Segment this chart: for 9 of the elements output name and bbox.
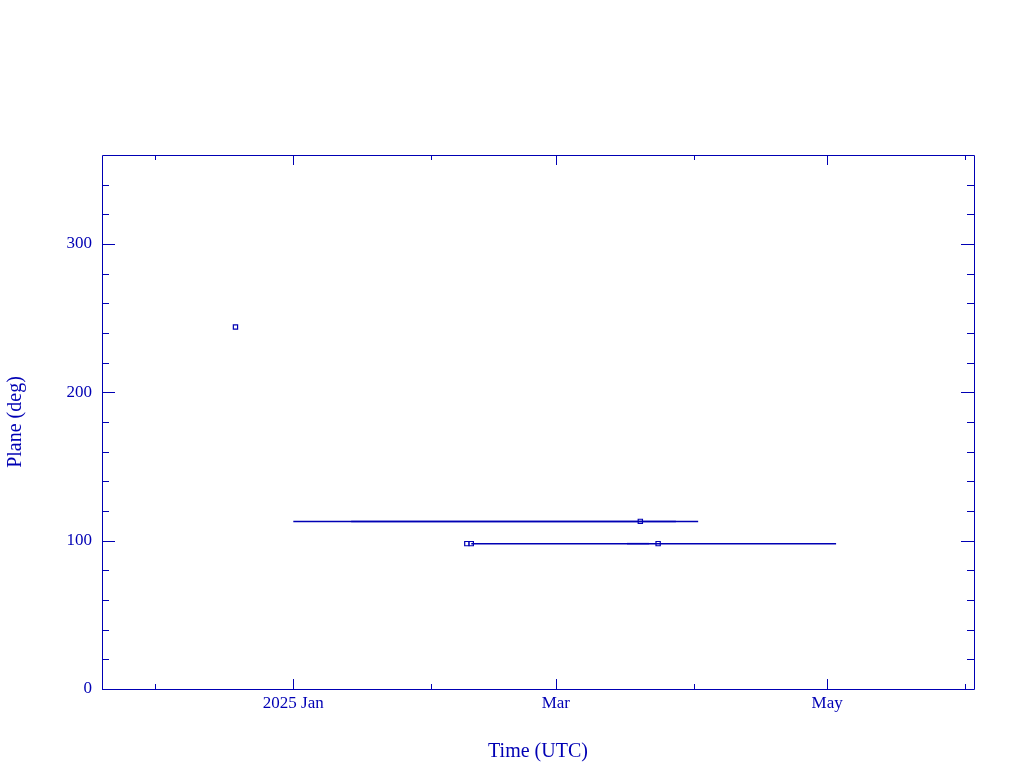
y-tick-label: 100 xyxy=(66,530,92,550)
y-axis-title: Plane (deg) xyxy=(3,376,27,468)
x-axis-title: Time (UTC) xyxy=(488,739,588,763)
y-tick-label: 0 xyxy=(83,678,92,698)
x-tick-label: 2025 Jan xyxy=(262,692,325,712)
x-tick-label: May xyxy=(811,692,844,712)
y-tick-label: 200 xyxy=(66,381,92,401)
x-tick-label: Mar xyxy=(541,692,571,712)
y-tick-label: 300 xyxy=(66,233,92,253)
